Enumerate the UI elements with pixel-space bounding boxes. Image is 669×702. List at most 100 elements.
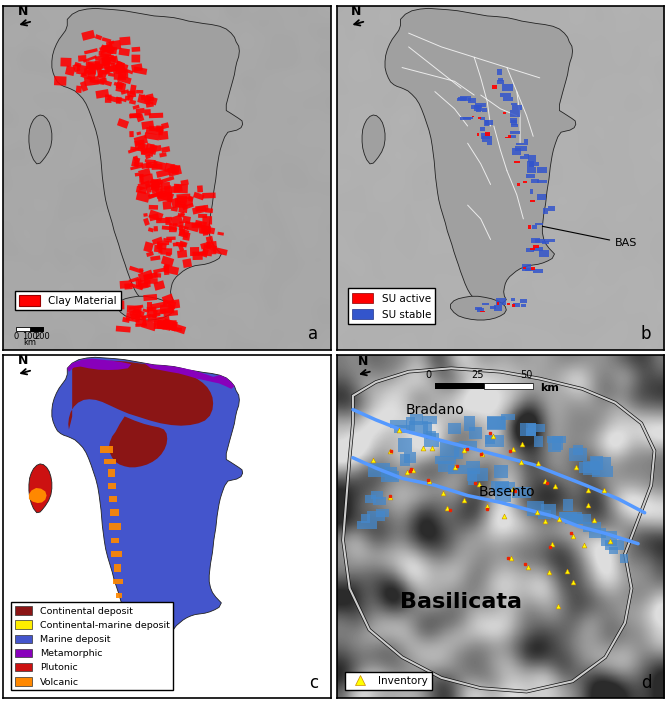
Bar — [130, 113, 142, 118]
Bar — [159, 244, 163, 253]
Bar — [609, 547, 618, 554]
Bar — [589, 528, 606, 538]
Bar — [516, 143, 524, 145]
Bar — [144, 272, 158, 281]
Bar — [422, 416, 437, 424]
Bar — [522, 264, 531, 270]
Bar — [88, 70, 96, 79]
Bar — [161, 182, 170, 190]
Bar — [111, 63, 115, 66]
Bar — [157, 319, 166, 330]
Bar — [207, 227, 215, 234]
Bar — [573, 445, 583, 454]
Bar — [132, 47, 140, 52]
Bar — [537, 194, 546, 200]
Bar — [482, 136, 492, 142]
Bar — [116, 326, 130, 333]
Bar — [100, 446, 113, 453]
Bar — [129, 266, 144, 274]
Bar — [497, 302, 500, 305]
Bar — [501, 413, 515, 420]
Bar — [100, 44, 115, 54]
Bar — [140, 147, 155, 155]
Bar — [193, 251, 203, 260]
Bar — [163, 238, 172, 243]
Bar — [448, 423, 461, 435]
Bar — [187, 196, 194, 202]
Bar — [179, 204, 188, 213]
Bar — [184, 221, 199, 232]
Bar — [147, 307, 158, 318]
Bar — [361, 514, 370, 523]
Polygon shape — [68, 361, 213, 430]
Bar — [535, 223, 543, 225]
Bar — [195, 220, 207, 227]
Bar — [97, 69, 108, 80]
Bar — [502, 112, 506, 114]
Bar — [476, 133, 479, 136]
Bar — [217, 232, 224, 236]
Bar — [459, 442, 477, 448]
Bar — [533, 225, 537, 229]
Bar — [407, 417, 415, 431]
Bar — [98, 51, 111, 56]
Bar — [141, 162, 152, 169]
Bar — [124, 95, 130, 101]
Text: 50: 50 — [520, 371, 533, 380]
Bar — [151, 178, 163, 190]
Bar — [96, 67, 103, 78]
Bar — [458, 98, 467, 100]
Bar — [117, 84, 122, 89]
Bar — [139, 268, 143, 272]
Bar — [127, 91, 136, 98]
Bar — [543, 208, 548, 213]
Bar — [120, 280, 130, 289]
Bar — [124, 283, 132, 290]
Bar — [167, 192, 172, 202]
Bar — [130, 84, 136, 95]
Bar — [149, 205, 158, 210]
Bar — [529, 162, 535, 166]
Bar — [82, 70, 94, 77]
Bar — [136, 114, 145, 122]
Bar — [513, 303, 520, 307]
Bar — [150, 145, 155, 151]
Bar — [17, 326, 43, 331]
Bar — [163, 265, 169, 275]
Bar — [476, 107, 481, 112]
Bar — [434, 456, 456, 463]
Bar — [165, 217, 172, 225]
Bar — [173, 242, 179, 246]
Bar — [122, 317, 130, 323]
Bar — [367, 511, 385, 521]
Polygon shape — [109, 416, 167, 468]
Bar — [182, 203, 194, 210]
Bar — [373, 497, 386, 505]
Bar — [448, 465, 466, 474]
Bar — [90, 79, 104, 85]
Bar — [118, 620, 124, 626]
Bar — [163, 318, 178, 331]
Bar — [213, 246, 227, 256]
Bar — [138, 282, 149, 289]
Text: km: km — [23, 338, 36, 347]
Bar — [153, 280, 165, 291]
Bar — [140, 173, 154, 185]
Bar — [114, 81, 118, 86]
Bar — [161, 307, 173, 314]
Bar — [155, 187, 171, 199]
Bar — [531, 239, 540, 243]
Bar — [545, 239, 555, 242]
Bar — [109, 496, 117, 502]
Bar — [117, 74, 132, 84]
Bar — [146, 127, 161, 135]
Bar — [147, 302, 152, 311]
Bar — [146, 101, 154, 107]
Bar — [425, 432, 436, 439]
Polygon shape — [158, 654, 173, 665]
Bar — [525, 268, 533, 271]
Bar — [118, 48, 130, 56]
Bar — [485, 120, 493, 124]
Bar — [510, 118, 516, 123]
Bar — [524, 139, 529, 145]
